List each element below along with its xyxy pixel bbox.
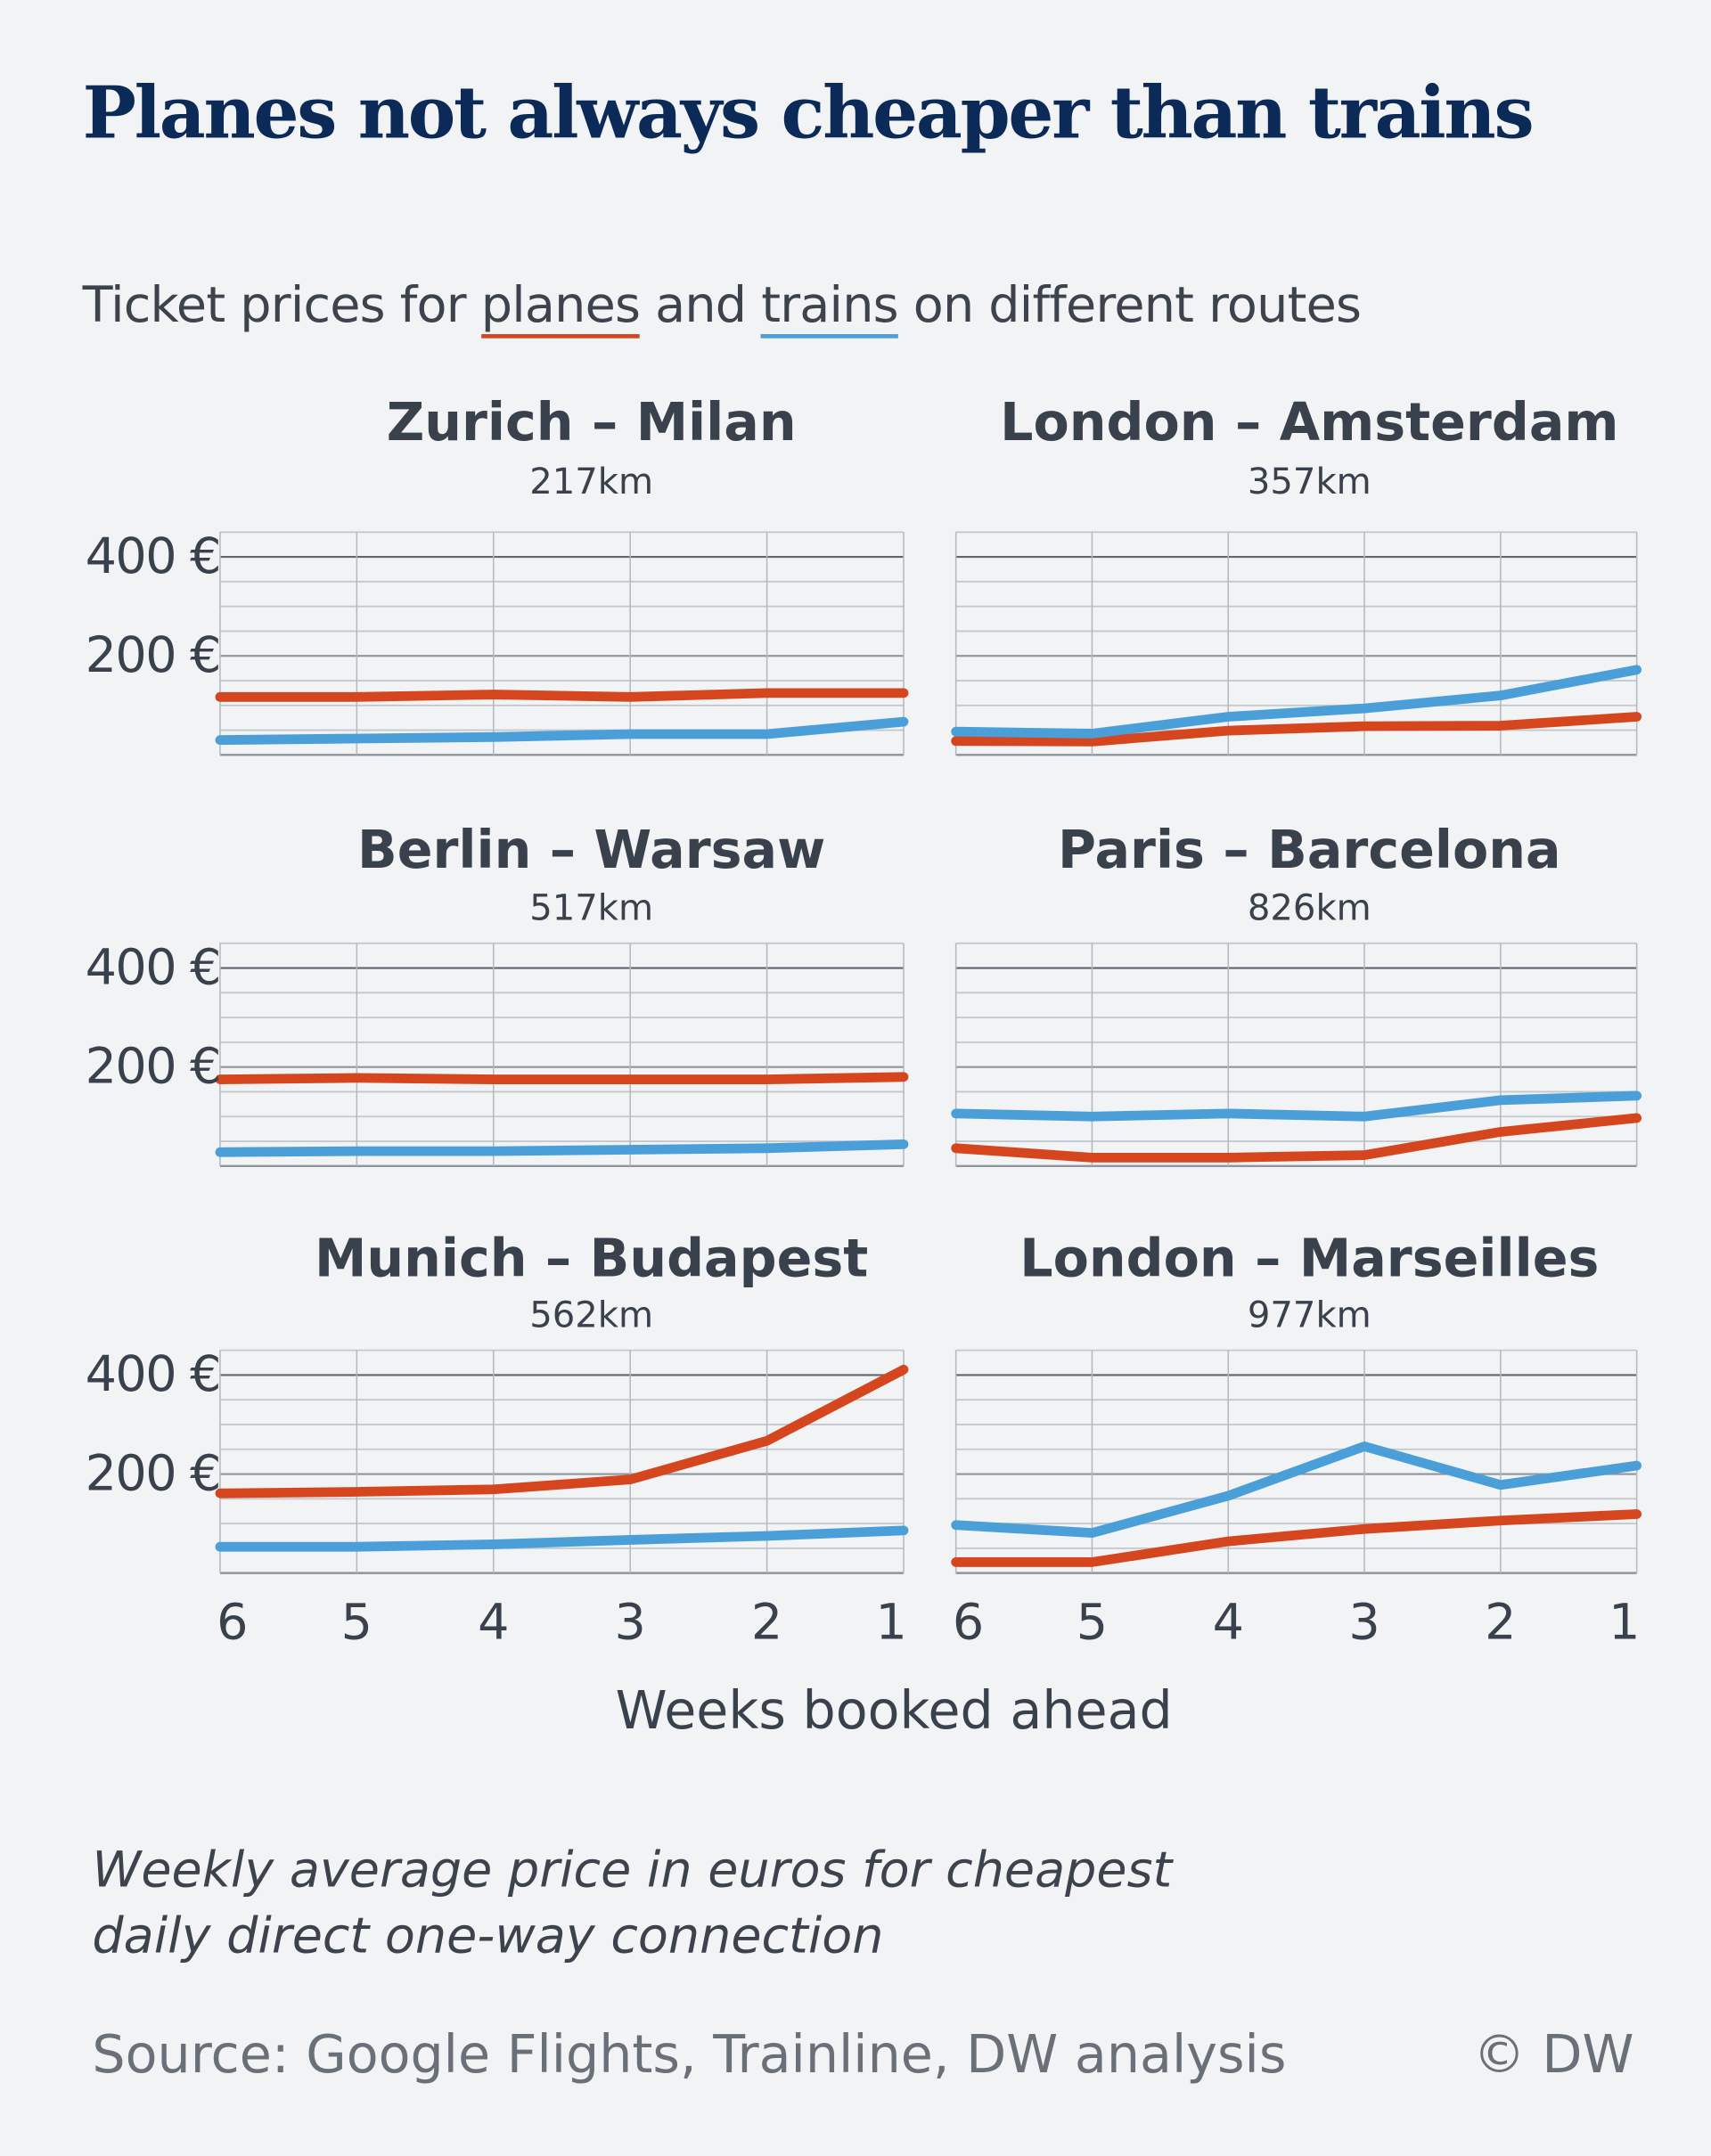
x-tick-label: 3 bbox=[1348, 1595, 1380, 1652]
x-tick-label: 1 bbox=[875, 1595, 907, 1652]
y-tick-label: 200 € bbox=[85, 627, 222, 684]
y-tick-label: 200 € bbox=[85, 1445, 222, 1503]
y-tick-label: 400 € bbox=[85, 939, 222, 997]
plane-price-line bbox=[951, 1509, 1642, 1567]
panel-title: Berlin – Warsaw bbox=[357, 819, 826, 880]
train-price-line bbox=[951, 665, 1642, 739]
legend-trains: trains bbox=[761, 277, 899, 339]
train-price-line bbox=[951, 1090, 1642, 1122]
panel-distance: 826km bbox=[1247, 888, 1371, 930]
footnote-line-2: daily direct one-way connection bbox=[92, 1908, 884, 1965]
plane-price-line bbox=[951, 712, 1642, 747]
subtitle-and: and bbox=[640, 277, 762, 335]
plane-price-line bbox=[951, 1113, 1642, 1163]
legend-planes: planes bbox=[480, 277, 641, 339]
panel-distance: 977km bbox=[1247, 1294, 1371, 1337]
panel-title: Zurich – Milan bbox=[386, 391, 797, 453]
subtitle-suffix: on different routes bbox=[897, 277, 1362, 335]
y-tick-label: 400 € bbox=[85, 528, 222, 585]
panel-distance: 517km bbox=[529, 888, 654, 930]
x-tick-label: 4 bbox=[1212, 1595, 1244, 1652]
x-tick-label: 6 bbox=[952, 1595, 985, 1652]
panel-title: Munich – Budapest bbox=[314, 1228, 869, 1289]
plane-price-line bbox=[215, 1072, 909, 1084]
subtitle-prefix: Ticket prices for bbox=[82, 277, 481, 335]
train-price-line bbox=[215, 1139, 909, 1157]
y-tick-label: 200 € bbox=[85, 1039, 222, 1096]
panel-distance: 357km bbox=[1247, 461, 1371, 503]
source: Source: Google Flights, Trainline, DW an… bbox=[92, 2023, 1287, 2085]
train-price-line bbox=[215, 1525, 909, 1552]
x-axis-label: Weeks booked ahead bbox=[615, 1680, 1173, 1741]
panel-title: Paris – Barcelona bbox=[1058, 819, 1561, 880]
panel-title: London – Amsterdam bbox=[1000, 391, 1619, 453]
x-tick-label: 1 bbox=[1609, 1595, 1641, 1652]
train-price-line bbox=[215, 716, 909, 746]
chart-title: Planes not always cheaper than trains bbox=[82, 71, 1535, 156]
x-tick-label: 5 bbox=[1076, 1595, 1109, 1652]
x-tick-label: 4 bbox=[478, 1595, 510, 1652]
x-tick-label: 2 bbox=[1485, 1595, 1517, 1652]
train-price-line bbox=[951, 1441, 1642, 1539]
panel-distance: 562km bbox=[529, 1294, 654, 1337]
footnote-line-1: Weekly average price in euros for cheape… bbox=[92, 1842, 1173, 1899]
x-tick-label: 5 bbox=[340, 1595, 373, 1652]
x-tick-label: 6 bbox=[217, 1595, 249, 1652]
y-tick-label: 400 € bbox=[85, 1346, 222, 1404]
panel-title: London – Marseilles bbox=[1019, 1228, 1600, 1289]
x-tick-label: 2 bbox=[750, 1595, 783, 1652]
plane-price-line bbox=[215, 1364, 909, 1499]
x-tick-label: 3 bbox=[614, 1595, 646, 1652]
copyright: © DW bbox=[1473, 2023, 1634, 2085]
plane-price-line bbox=[215, 688, 909, 702]
panel-distance: 217km bbox=[529, 461, 654, 503]
subtitle: Ticket prices for planes and trains on d… bbox=[82, 277, 1362, 339]
